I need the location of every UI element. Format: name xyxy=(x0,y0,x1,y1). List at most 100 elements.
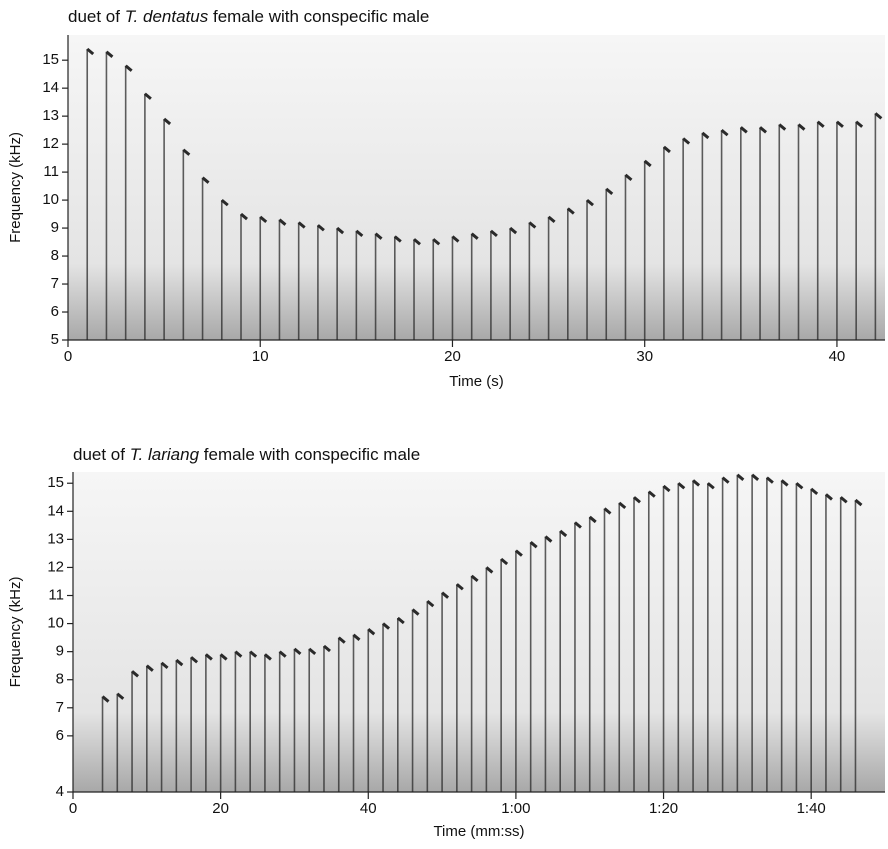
pulse-peak xyxy=(259,215,268,224)
chart: duet of T. lariang female with conspecif… xyxy=(7,445,885,840)
title-species: T. dentatus xyxy=(125,7,209,26)
y-tick-label: 4 xyxy=(56,783,64,800)
pulse-peak xyxy=(470,232,479,240)
pulse-peak xyxy=(143,92,152,100)
pulse-peak xyxy=(739,126,748,134)
pulse-peak xyxy=(759,126,768,134)
pulse-peak xyxy=(682,137,691,145)
pulse-peak xyxy=(145,664,154,672)
pulse-peak xyxy=(263,653,272,661)
y-tick-label: 12 xyxy=(47,558,64,575)
pulse-peak xyxy=(316,224,325,232)
pulse-peak xyxy=(163,117,172,126)
title-prefix: duet of xyxy=(68,7,120,26)
pulse-peak xyxy=(411,608,420,616)
title-prefix: duet of xyxy=(73,445,125,464)
pulse-peak xyxy=(720,128,729,137)
chart-title: duet of T. lariang female with conspecif… xyxy=(73,445,420,464)
x-axis-label: Time (mm:ss) xyxy=(433,823,524,840)
pulse-peak xyxy=(855,120,864,128)
pulse-peak xyxy=(323,644,331,653)
y-tick-label: 15 xyxy=(42,51,59,68)
pulse-peak xyxy=(455,583,464,591)
pulse-peak xyxy=(854,498,863,507)
pulse-peak xyxy=(797,123,806,131)
pulse-peak xyxy=(765,476,774,484)
pulse-peak xyxy=(643,159,652,168)
pulse-peak xyxy=(204,653,213,661)
pulse-peak xyxy=(249,650,258,658)
pulse-peak xyxy=(528,221,537,229)
pulse-peak xyxy=(721,476,730,484)
pulse-peak xyxy=(131,670,140,678)
x-tick-label: 20 xyxy=(212,800,229,817)
pulse-peak xyxy=(795,482,804,490)
pulse-peak xyxy=(662,145,671,154)
pulse-peak xyxy=(633,496,641,504)
pulse-peak xyxy=(352,633,361,641)
pulse-peak xyxy=(201,176,210,184)
pulse-peak xyxy=(426,599,435,608)
y-tick-label: 7 xyxy=(56,699,64,716)
pulse-peak xyxy=(382,622,390,630)
title-suffix: female with conspecific male xyxy=(213,7,429,26)
pulse-peak xyxy=(240,212,248,221)
pulse-peak xyxy=(566,207,575,215)
pulse-peak xyxy=(816,120,825,128)
pulse-peak xyxy=(297,221,306,229)
pulse-peak xyxy=(810,487,819,495)
pulse-peak xyxy=(662,484,671,493)
x-tick-label: 1:00 xyxy=(501,800,530,817)
pulse-peak xyxy=(393,235,402,243)
x-tick-label: 20 xyxy=(444,348,461,365)
pulse-peak xyxy=(396,616,405,625)
pulse-peak xyxy=(413,238,421,246)
x-tick-label: 0 xyxy=(69,800,77,817)
y-tick-label: 11 xyxy=(43,163,59,180)
y-axis-label: Frequency (kHz) xyxy=(7,577,24,688)
pulse-peak xyxy=(839,496,848,504)
pulse-peak xyxy=(441,591,450,599)
x-tick-label: 0 xyxy=(64,348,72,365)
pulse-peak xyxy=(124,64,133,72)
y-tick-label: 7 xyxy=(51,275,59,292)
pulse-peak xyxy=(706,482,715,490)
y-tick-label: 10 xyxy=(42,191,59,208)
pulse-peak xyxy=(234,650,243,658)
pulse-peak xyxy=(605,187,614,196)
y-tick-label: 6 xyxy=(56,727,64,744)
pulse-peak xyxy=(835,120,844,128)
pulse-peak xyxy=(736,473,745,481)
pulse-peak xyxy=(824,493,833,501)
pulse-peak xyxy=(544,535,553,543)
y-tick-label: 10 xyxy=(47,615,64,632)
pulse-peak xyxy=(160,661,169,670)
pulse-peak xyxy=(101,695,110,703)
pulse-peak xyxy=(105,50,114,58)
pulse-peak xyxy=(337,636,346,644)
pulse-peak xyxy=(470,574,479,583)
pulse-peak xyxy=(574,521,582,529)
pulse-peak xyxy=(751,473,760,481)
pulse-peak xyxy=(278,650,287,658)
y-tick-label: 13 xyxy=(42,107,59,124)
pulse-peak xyxy=(624,173,633,182)
y-tick-label: 14 xyxy=(47,502,64,519)
x-tick-label: 1:40 xyxy=(797,800,826,817)
y-tick-label: 13 xyxy=(47,530,64,547)
pulse-peak xyxy=(219,653,228,661)
title-suffix: female with conspecific male xyxy=(204,445,420,464)
pulse-peak xyxy=(278,218,287,226)
chart: duet of T. dentatus female with conspeci… xyxy=(7,7,885,390)
spectrogram-background xyxy=(73,472,885,792)
pulse-peak xyxy=(500,557,509,566)
pulse-peak xyxy=(86,47,95,56)
pulse-peak xyxy=(451,235,460,243)
pulse-peak xyxy=(603,507,612,515)
pulse-peak xyxy=(780,479,789,487)
x-tick-label: 40 xyxy=(829,348,846,365)
pulse-peak xyxy=(677,482,686,490)
pulse-peak xyxy=(190,656,199,664)
pulse-peak xyxy=(336,226,345,235)
